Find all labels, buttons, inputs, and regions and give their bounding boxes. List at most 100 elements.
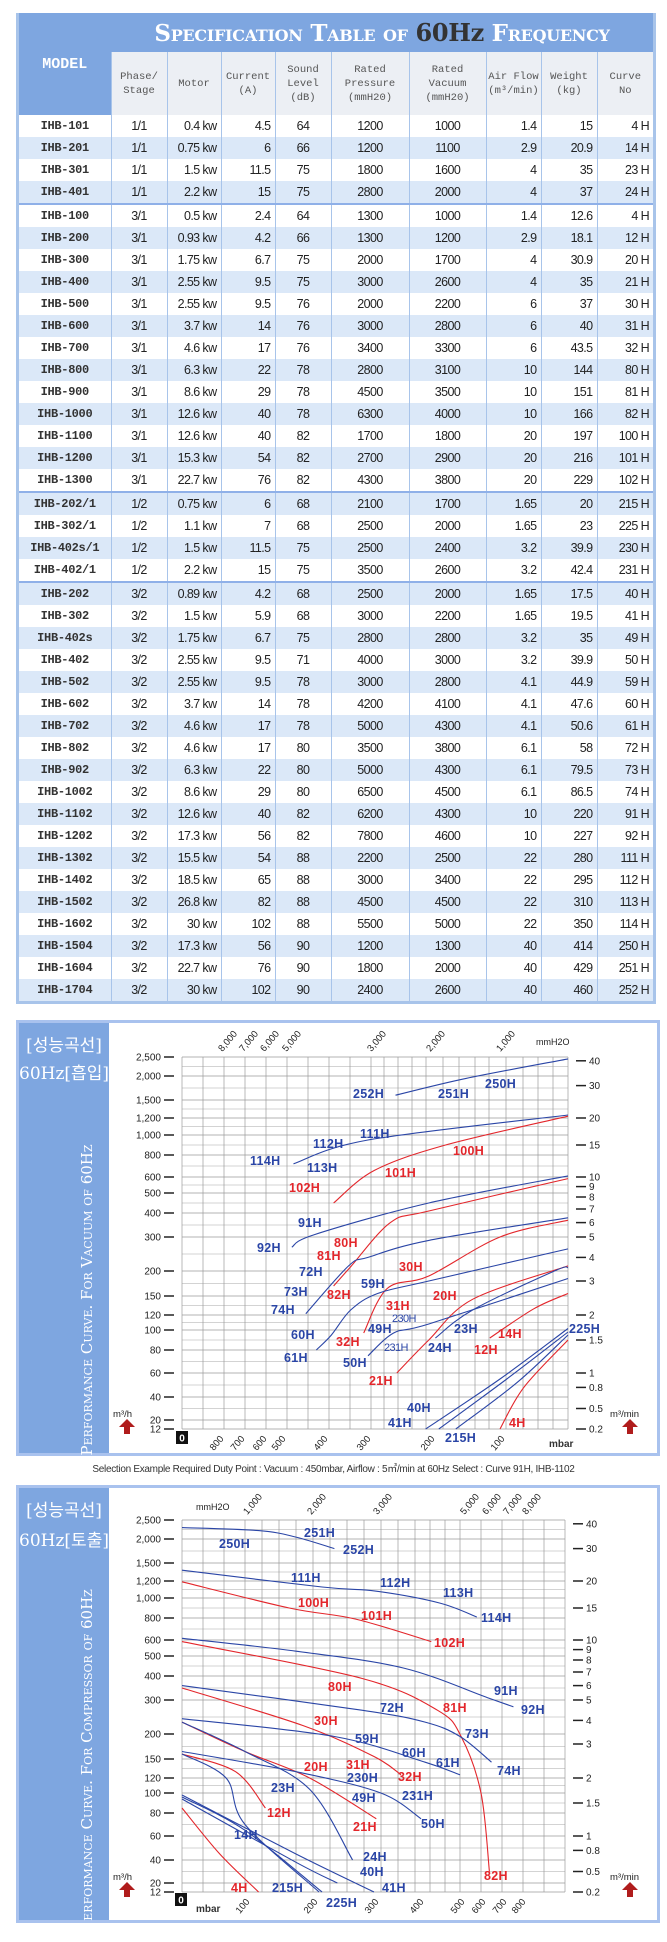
y-tick-label: 2,500: [136, 1516, 161, 1527]
weight-cell: 151: [540, 381, 597, 403]
weight-cell: 20.9: [540, 137, 597, 159]
compressor-performance-chart: 2,5002,0001,5001,2001,000800600500400300…: [78, 1492, 639, 1921]
x-tick-label: 300: [363, 1897, 382, 1916]
table-row: IHB-1200 3/1 15.3 kw 54 82 2700 2900 20 216 101 H: [19, 447, 654, 469]
plot-grid: [181, 1519, 566, 1893]
weight-cell: 20: [540, 491, 597, 515]
y-tick-label: 800: [144, 1151, 161, 1162]
x2-tick-label: 2,000: [305, 1492, 329, 1517]
curve-no-cell: 41 H: [596, 605, 654, 627]
curve-no-cell: 30 H: [596, 293, 654, 315]
sound-level-cell: 75: [274, 537, 331, 559]
curve-no-cell: 14 H: [596, 137, 654, 159]
rated-vacuum-cell: 2500: [408, 847, 486, 869]
motor-cell: 15.5 kw: [166, 847, 221, 869]
air-flow-cell: 1.65: [485, 515, 541, 537]
sound-level-cell: 75: [274, 627, 331, 649]
table-row: IHB-700 3/1 4.6 kw 17 76 3400 3300 6 43.5 32 H: [19, 337, 654, 359]
table-row: IHB-1002 3/2 8.6 kw 29 80 6500 4500 6.1 86.5 74 H: [19, 781, 654, 803]
y-tick-label: 12: [150, 1425, 162, 1436]
motor-cell: 26.8 kw: [166, 891, 221, 913]
curve-label: 30H: [314, 1714, 338, 1728]
performance-curve: [425, 1328, 569, 1430]
column-header: Phase/ Stage: [110, 52, 167, 115]
rated-pressure-cell: 2200: [330, 847, 409, 869]
rated-vacuum-cell: 2000: [408, 515, 486, 537]
table-row: IHB-600 3/1 3.7 kw 14 76 3000 2800 6 40 31 H: [19, 315, 654, 337]
model-cell: IHB-702: [19, 715, 111, 737]
y-tick-label: 500: [144, 1189, 161, 1200]
y-tick-label: 500: [144, 1652, 161, 1663]
y-tick-label: 1,200: [136, 1114, 161, 1125]
motor-cell: 2.55 kw: [166, 293, 221, 315]
up-arrow-icon: [622, 1882, 638, 1897]
motor-cell: 1.1 kw: [166, 515, 221, 537]
table-row: IHB-402s 3/2 1.75 kw 6.7 75 2800 2800 3.2 35 49 H: [19, 627, 654, 649]
weight-cell: 350: [540, 913, 597, 935]
model-cell: IHB-1100: [37, 429, 93, 443]
rated-pressure-cell: 5000: [330, 715, 409, 737]
curve-label: 21H: [369, 1374, 393, 1388]
weight-cell: 44.9: [540, 671, 597, 693]
model-cell: IHB-1502: [19, 891, 111, 913]
y-tick-label: 20: [150, 1416, 162, 1427]
x2-tick-label: 1,000: [241, 1492, 265, 1517]
air-flow-cell: 6: [485, 293, 541, 315]
phase-stage-cell: 3/2: [110, 913, 167, 935]
title-frequency: 60Hz: [415, 18, 484, 47]
phase-stage-cell: 3/1: [110, 381, 167, 403]
title-prefix: Specification Table of: [154, 20, 416, 47]
y2-tick-label: 1.5: [589, 1336, 603, 1347]
curve-label: 41H: [382, 1881, 406, 1895]
model-cell: IHB-1604: [37, 961, 93, 975]
table-row: IHB-200 3/1 0.93 kw 4.2 66 1300 1200 2.9 18.1 12 …: [19, 227, 654, 249]
curve-no-cell: 100 H: [596, 425, 654, 447]
curve-no-cell: 4 H: [596, 115, 654, 137]
air-flow-cell: 40: [485, 979, 541, 1001]
curve-label: 215H: [445, 1431, 476, 1445]
phase-stage-cell: 3/2: [110, 671, 167, 693]
model-cell: IHB-1202: [37, 829, 93, 843]
y2-tick-label: 20: [589, 1114, 601, 1125]
weight-cell: 47.6: [540, 693, 597, 715]
current-cell: 14: [220, 315, 275, 337]
air-flow-cell: 3.2: [485, 627, 541, 649]
curve-label: 49H: [352, 1791, 376, 1805]
weight-cell: 42.4: [540, 559, 597, 582]
sound-level-cell: 82: [274, 425, 331, 447]
sound-level-cell: 82: [274, 803, 331, 825]
title-suffix: Frequency: [483, 20, 610, 47]
curve-label: 111H: [360, 1127, 390, 1141]
model-cell: IHB-302: [40, 609, 90, 623]
y-tick-label: 100: [144, 1789, 161, 1800]
performance-curve: [181, 1721, 377, 1820]
rated-vacuum-cell: 1300: [408, 935, 486, 957]
model-cell: IHB-402: [40, 653, 90, 667]
compressor-performance-panel: [성능곡선] 60Hz[토출]: [16, 1485, 660, 1923]
curve-no-cell: 114 H: [596, 913, 654, 935]
table-row: IHB-1100 3/1 12.6 kw 40 82 1700 1800 20 197 100 H: [19, 425, 654, 447]
current-cell: 17: [220, 737, 275, 759]
y2-tick-label: 1: [586, 1832, 592, 1843]
vacuum-performance-chart: 2,5002,0001,5001,2001,000800600500400300…: [78, 1029, 639, 1456]
weight-cell: 197: [540, 425, 597, 447]
table-row: IHB-902 3/2 6.3 kw 22 80 5000 4300 6.1 79.5 73 H: [19, 759, 654, 781]
motor-cell: 2.55 kw: [166, 671, 221, 693]
motor-cell: 6.3 kw: [166, 759, 221, 781]
air-flow-cell: 4: [485, 249, 541, 271]
sound-level-cell: 75: [274, 249, 331, 271]
x2-tick-label: 6,000: [480, 1492, 504, 1517]
column-header: Weight (kg): [540, 52, 597, 115]
weight-cell: 39.9: [540, 537, 597, 559]
current-cell: 14: [220, 693, 275, 715]
weight-cell: 144: [540, 359, 597, 381]
air-flow-cell: 22: [485, 869, 541, 891]
y2-tick-label: 30: [589, 1081, 601, 1092]
air-flow-cell: 6.1: [485, 781, 541, 803]
x2-tick-label: 6,000: [258, 1029, 282, 1054]
curve-no-cell: 102 H: [596, 469, 654, 492]
curve-no-cell: 40 H: [596, 581, 654, 605]
curve-label: 72H: [299, 1265, 323, 1279]
y-tick-label: 60: [150, 1832, 162, 1843]
curve-label: 30H: [399, 1260, 423, 1274]
